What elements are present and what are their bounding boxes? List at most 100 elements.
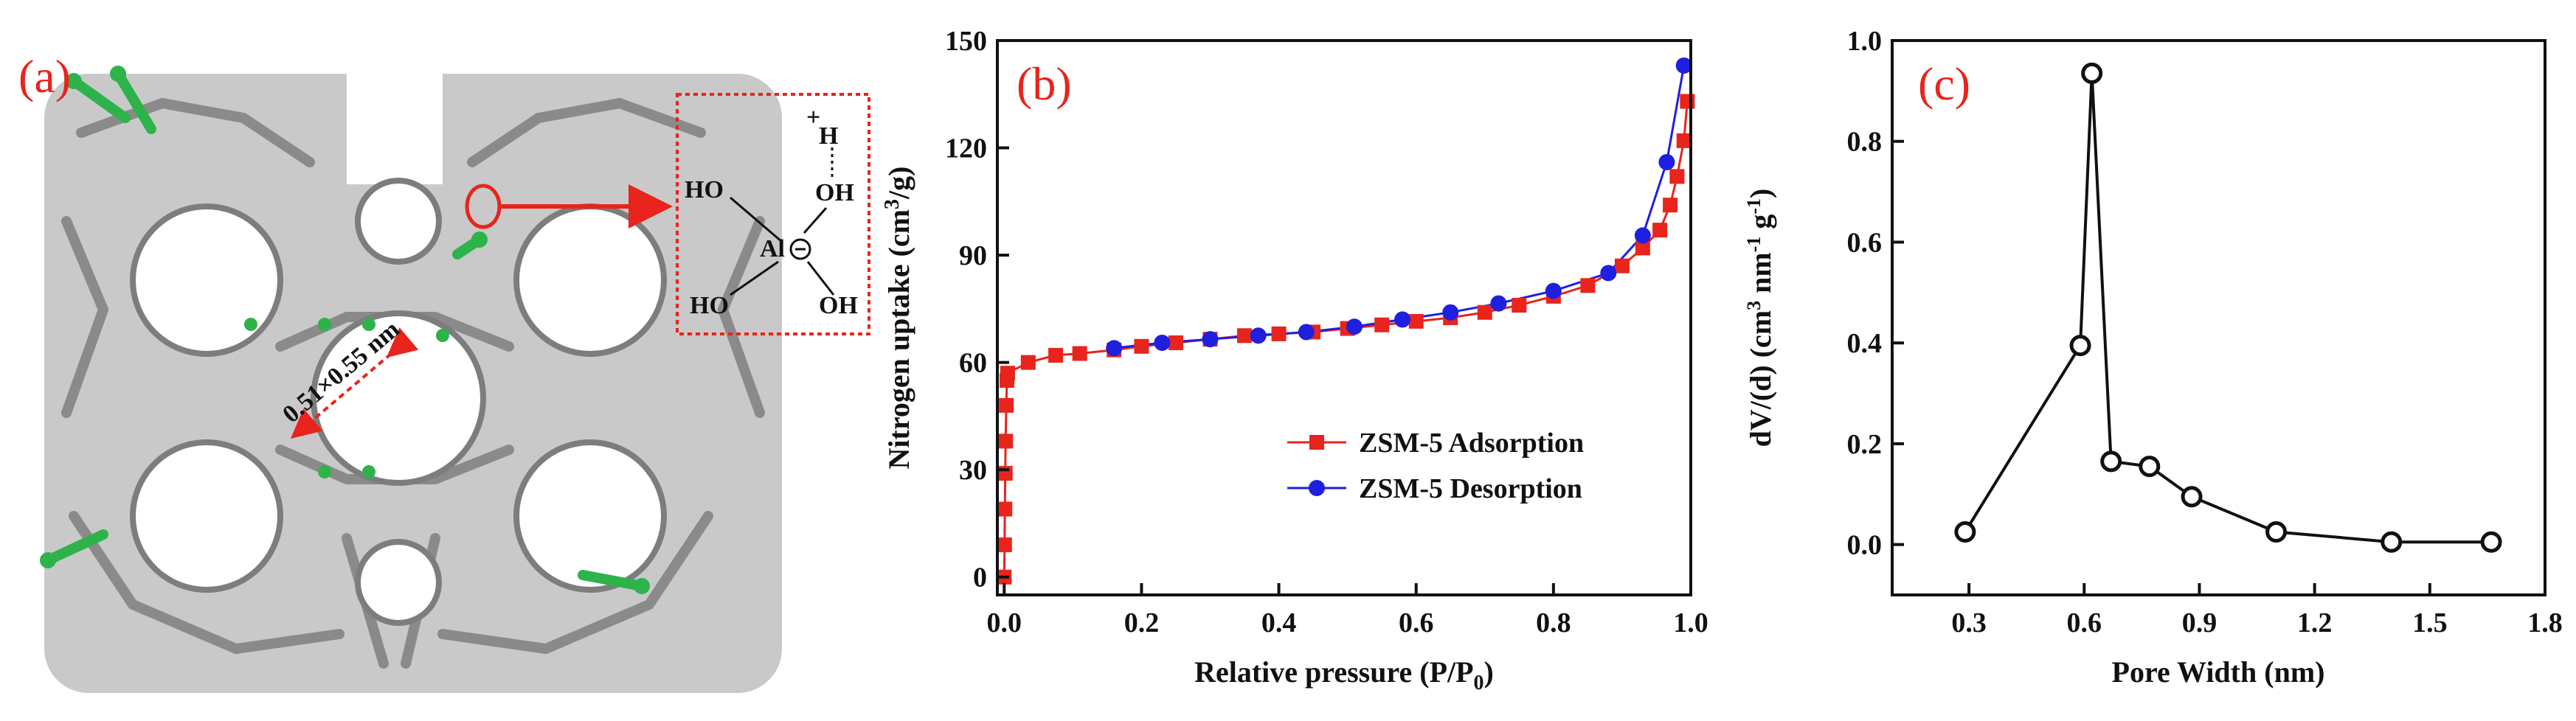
negative-charge: [789, 238, 811, 260]
series-line-0: [1003, 101, 1689, 577]
bond-al-ho-bottom: [730, 260, 779, 296]
x-tick-label: 0.6: [2067, 607, 2102, 638]
legend-marker-circle: [1309, 480, 1325, 496]
isotherm-frame: [996, 39, 1692, 596]
x-tick-label: 0.0: [987, 607, 1022, 638]
x-tick-label: 0.4: [1261, 607, 1297, 638]
framework-notch: [347, 59, 443, 184]
data-point-circle: [1634, 227, 1651, 244]
y-tick-label: 120: [945, 133, 987, 164]
psd-x-title: Pore Width (nm): [2112, 655, 2325, 689]
label-oh-bottom: OH: [819, 292, 858, 319]
data-point-square: [1020, 355, 1036, 370]
y-tick-label: 30: [959, 455, 987, 486]
data-point-circle: [1250, 327, 1267, 344]
data-point-open-circle: [1954, 521, 1976, 543]
y-tick-label: 0.0: [1847, 530, 1883, 561]
panel-c-psd: 0.3 0.6 0.9 1.2 1.5 1.8 0.0 0.2 0.4 0.6 0.8 1.0 Po…: [1743, 26, 2563, 689]
label-ho-left: HO: [685, 176, 724, 203]
acid-site-ring: [465, 184, 502, 229]
data-point-square: [997, 466, 1013, 481]
data-point-square: [1614, 258, 1630, 274]
isotherm-y-ticks: 0 30 60 90 120 150: [945, 26, 1009, 593]
psd-frame: [1891, 39, 2546, 596]
panel-c-label: (c): [1918, 58, 1970, 110]
x-tick-label: 0.6: [1399, 607, 1434, 638]
pore-size-arrow: [290, 327, 419, 439]
data-point-square: [1000, 366, 1015, 381]
y-tick-label: 0: [973, 562, 987, 593]
data-point-open-circle: [2100, 450, 2122, 473]
isotherm-x-title: Relative pressure (P/P0): [1194, 655, 1494, 694]
highlight-bonds: [43, 69, 647, 591]
legend-label: ZSM-5 Adsorption: [1359, 428, 1584, 459]
x-tick-label: 0.2: [1124, 607, 1160, 638]
data-point-circle: [1346, 318, 1363, 335]
data-point-open-circle: [2381, 531, 2403, 553]
data-point-square: [1048, 347, 1064, 363]
psd-y-ticks: 0.0 0.2 0.4 0.6 0.8 1.0: [1847, 26, 1904, 561]
data-point-square: [1635, 240, 1650, 256]
label-h-sup: +: [806, 104, 820, 131]
y-tick-label: 90: [959, 240, 987, 271]
data-point-square: [1168, 335, 1183, 350]
data-point-circle: [1675, 57, 1692, 74]
data-point-square: [999, 397, 1014, 413]
panel-a-framework: 0.51×0.55 nm (a): [18, 50, 782, 693]
data-point-circle: [1545, 282, 1562, 299]
series-line-0: [1964, 73, 2492, 544]
data-point-circle: [1658, 153, 1675, 170]
y-tick-label: 1.0: [1847, 26, 1883, 57]
series-line-1: [1114, 65, 1686, 349]
data-point-square: [998, 433, 1014, 449]
data-point-square: [1271, 326, 1287, 341]
data-point-square: [1676, 133, 1692, 148]
data-point-circle: [1106, 340, 1123, 357]
data-point-circle: [1394, 311, 1411, 328]
isotherm-legend: ZSM-5 Adsorption ZSM-5 Desorption: [1287, 428, 1584, 504]
y-tick-label: 150: [945, 26, 987, 57]
label-oh-top: OH: [815, 179, 854, 206]
data-point-square: [1669, 169, 1685, 184]
data-point-open-circle: [2265, 521, 2288, 543]
bond-ho-al: [730, 196, 783, 243]
psd-y-title: dV/(d) (cm3 nm-1 g-1): [1743, 189, 1777, 447]
data-point-square: [1663, 198, 1678, 213]
data-point-square: [1680, 94, 1695, 109]
data-point-square: [1580, 278, 1596, 293]
data-point-square: [1134, 338, 1149, 354]
isotherm-plot: [997, 57, 1695, 585]
data-point-open-circle: [2480, 531, 2502, 553]
y-tick-label: 60: [959, 348, 987, 379]
data-point-circle: [1490, 295, 1507, 312]
isotherm-y-title: Nitrogen uptake (cm3/g): [881, 167, 915, 470]
framework-channel: [133, 206, 280, 354]
y-tick-label: 0.2: [1847, 429, 1883, 460]
x-tick-label: 1.8: [2527, 607, 2563, 638]
y-tick-label: 0.6: [1847, 227, 1883, 258]
data-point-open-circle: [2069, 335, 2091, 357]
data-point-circle: [1442, 304, 1459, 321]
data-point-circle: [1600, 265, 1617, 282]
data-point-open-circle: [2081, 62, 2103, 84]
data-point-square: [1072, 346, 1087, 361]
data-point-open-circle: [2181, 486, 2203, 508]
label-h: H: [819, 122, 838, 150]
framework-channel: [133, 442, 280, 590]
framework-channel: [516, 442, 664, 590]
legend-marker-square: [1309, 435, 1324, 450]
data-point-square: [1477, 304, 1492, 320]
data-point-square: [1374, 317, 1390, 332]
isotherm-x-ticks: 0.0 0.2 0.4 0.6 0.8 1.0: [987, 583, 1708, 638]
data-point-circle: [1154, 334, 1171, 351]
data-point-square: [1408, 313, 1424, 329]
data-point-square: [1512, 298, 1527, 313]
data-point-circle: [1202, 331, 1219, 348]
framework-channel: [358, 181, 439, 262]
x-tick-label: 0.9: [2182, 607, 2217, 638]
data-point-square: [1652, 223, 1668, 238]
bond-al-oh: [803, 207, 828, 234]
data-point-open-circle: [2139, 456, 2161, 478]
y-tick-label: 0.4: [1847, 328, 1883, 359]
